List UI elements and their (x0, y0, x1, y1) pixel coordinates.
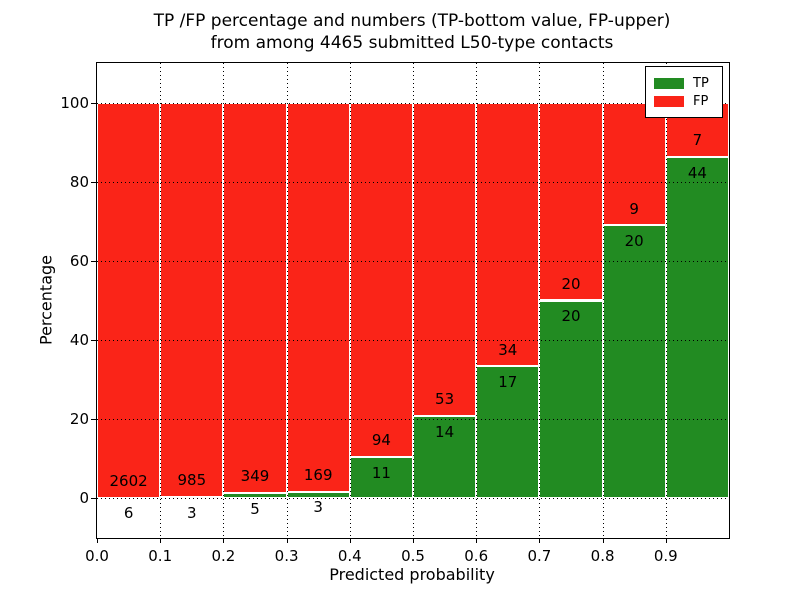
grid-line-horizontal (97, 498, 729, 500)
grid-line-vertical (602, 63, 604, 538)
grid-line-horizontal (97, 340, 729, 342)
grid-line-horizontal (97, 181, 729, 183)
y-tick-label: 60 (69, 251, 89, 270)
x-axis-tick (97, 538, 98, 543)
x-tick-label: 0.0 (85, 547, 109, 565)
bar-segment-tp (476, 366, 540, 499)
bar-segment-tp (665, 156, 729, 499)
x-tick-label: 0.5 (401, 547, 425, 565)
x-axis-tick (413, 538, 414, 543)
x-tick-label: 0.1 (148, 547, 173, 565)
y-axis-tick (91, 181, 97, 183)
x-tick-label: 0.8 (590, 547, 615, 565)
legend: TP FP (645, 66, 723, 118)
tp-count-label: 20 (624, 232, 644, 251)
x-tick-label: 0.9 (653, 547, 678, 565)
bar-segment-fp (223, 102, 287, 493)
tp-count-label: 6 (123, 504, 134, 523)
fp-count-label: 349 (240, 466, 270, 485)
fp-count-label: 94 (371, 431, 391, 450)
fp-count-label: 2602 (109, 471, 148, 490)
bar-segment-tp (349, 456, 413, 499)
chart-title-line1: TP /FP percentage and numbers (TP-bottom… (153, 11, 671, 31)
fp-count-label: 7 (692, 130, 703, 149)
bar-segment-fp (160, 102, 224, 498)
y-tick-label: 100 (60, 93, 89, 112)
y-tick-label: 0 (79, 489, 89, 508)
x-axis-tick (539, 538, 541, 543)
tp-count-label: 14 (435, 422, 455, 441)
legend-item-tp: TP (654, 76, 714, 91)
grid-line-horizontal (97, 260, 729, 262)
y-tick-label: 80 (69, 172, 89, 191)
chart-title: TP /FP percentage and numbers (TP-bottom… (96, 10, 728, 54)
legend-label-tp: TP (693, 76, 709, 91)
fp-count-label: 34 (498, 340, 518, 359)
grid-line-vertical (665, 63, 667, 538)
x-tick-label: 0.2 (211, 547, 236, 565)
x-axis-tick (160, 538, 162, 543)
y-axis-tick (91, 498, 97, 500)
chart-title-line2: from among 4465 submitted L50-type conta… (210, 33, 614, 53)
x-tick-label: 0.4 (337, 547, 362, 565)
grid-line-horizontal (97, 419, 729, 421)
x-axis-tick (476, 538, 478, 543)
y-axis-tick (91, 340, 97, 342)
bar-segment-tp (539, 300, 603, 499)
bar-segment-fp (349, 102, 413, 457)
x-axis-tick (602, 538, 604, 543)
legend-swatch-fp-icon (654, 96, 684, 107)
fp-count-label: 9 (629, 199, 639, 218)
tp-count-label: 3 (313, 498, 323, 517)
y-axis-tick (91, 419, 97, 421)
plot-area: 2602 6 985 3 349 5 169 3 94 11 53 14 34 17 20 20 9 20 7 44 0… (60, 62, 730, 565)
grid-line-vertical (160, 63, 162, 538)
x-tick-label: 0.6 (464, 547, 489, 565)
grid-line-vertical (349, 63, 351, 538)
legend-item-fp: FP (654, 94, 714, 109)
y-tick-label: 20 (69, 410, 89, 429)
bar-segment-fp (476, 102, 540, 367)
fp-count-label: 985 (177, 471, 207, 490)
legend-label-fp: FP (693, 94, 709, 109)
y-axis-tick (91, 102, 97, 104)
tp-count-label: 44 (687, 163, 707, 182)
x-axis-tick (665, 538, 667, 543)
tp-count-label: 3 (187, 504, 197, 523)
bar-segment-fp (539, 102, 603, 301)
grid-line-vertical (539, 63, 541, 538)
x-axis-label: Predicted probability (329, 565, 495, 584)
bar-segment-tp (286, 491, 350, 499)
fp-count-label: 20 (561, 274, 581, 293)
tp-count-label: 20 (561, 307, 581, 326)
grid-line-horizontal (97, 102, 729, 104)
fp-count-label: 169 (303, 465, 333, 484)
x-axis-tick (223, 538, 225, 543)
grid-line-vertical (286, 63, 288, 538)
grid-line-vertical (413, 63, 414, 538)
tp-count-label: 11 (371, 463, 391, 482)
tp-count-label: 17 (498, 373, 518, 392)
bar-segment-fp (413, 102, 477, 416)
fp-count-label: 53 (435, 389, 455, 408)
y-tick-label: 40 (69, 331, 89, 350)
bar-segment-tp (602, 225, 666, 499)
bar-segment-fp (97, 102, 161, 498)
bar-segment-fp (286, 102, 350, 492)
x-tick-label: 0.7 (527, 547, 552, 565)
y-axis-tick (91, 260, 97, 262)
bar-segment-fp (602, 102, 666, 226)
x-tick-label: 0.3 (274, 547, 299, 565)
tp-count-label: 5 (250, 499, 260, 518)
x-axis-tick (286, 538, 288, 543)
legend-swatch-tp-icon (654, 78, 684, 89)
x-axis-tick (349, 538, 351, 543)
y-axis-label: Percentage (36, 254, 56, 346)
grid-line-vertical (223, 63, 225, 538)
grid-line-vertical (476, 63, 478, 538)
